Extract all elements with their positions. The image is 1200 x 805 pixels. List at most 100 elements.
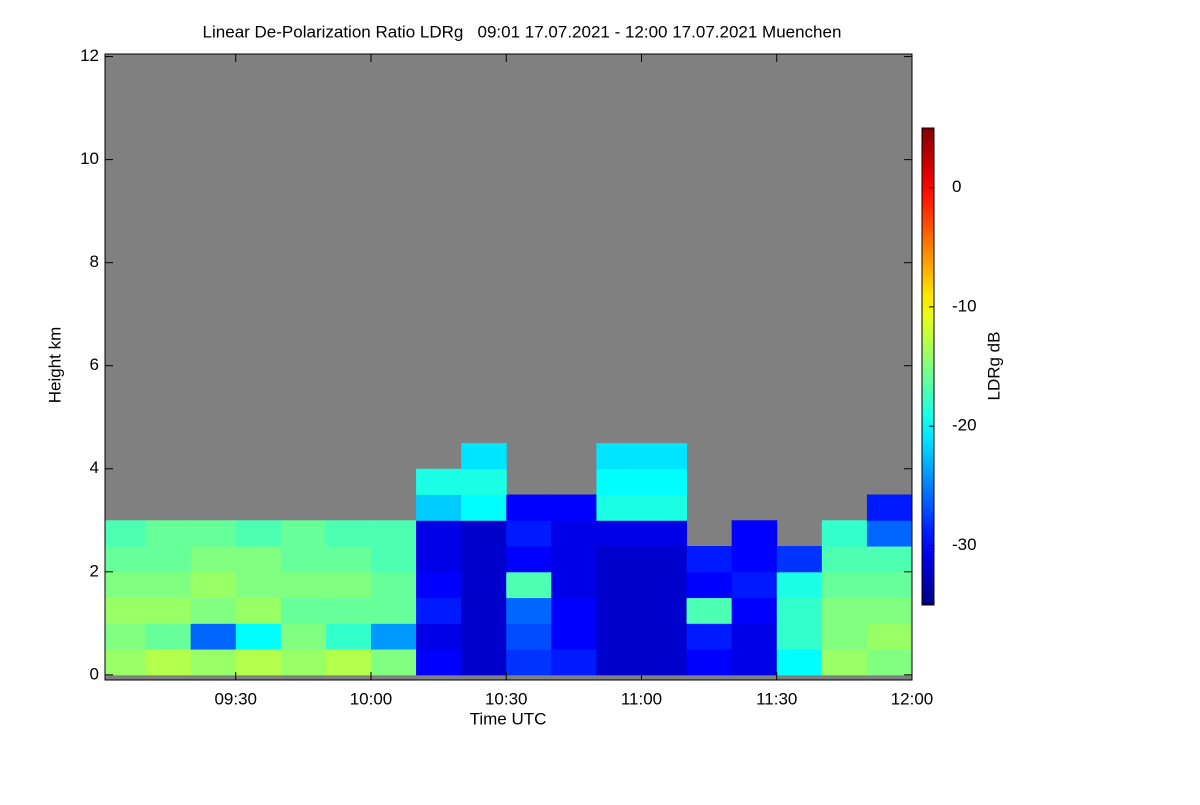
heatmap-cell [731,649,778,676]
heatmap-cell [776,623,823,650]
heatmap-cell [731,597,778,624]
heatmap-cell [596,494,642,521]
heatmap-cell [866,546,913,573]
heatmap-cell [235,571,282,599]
heatmap-cell [370,546,417,573]
heatmap-cell [280,571,327,599]
heatmap-cell [370,623,417,650]
x-tick-label: 09:30 [214,689,257,708]
heatmap-cell [551,520,597,547]
x-tick-label: 12:00 [891,689,934,708]
heatmap-cell [506,649,552,676]
y-tick-label: 10 [80,149,99,168]
heatmap-cell [280,520,327,547]
heatmap-cell [280,649,327,676]
heatmap-cell [596,623,642,650]
heatmap-cell [641,494,688,521]
chart-title: Linear De-Polarization Ratio LDRg 09:01 … [203,22,842,41]
heatmap-cell [506,597,552,624]
heatmap-cell [731,571,778,599]
heatmap-cell [235,597,282,624]
heatmap-cell [821,597,868,624]
y-tick-label: 8 [90,252,99,271]
heatmap-cell [235,520,282,547]
heatmap-cell [461,649,507,676]
heatmap-cell [866,520,913,547]
heatmap-cell [596,597,642,624]
heatmap-cell [325,571,372,599]
heatmap-cell [821,546,868,573]
heatmap-cell [105,546,147,573]
heatmap-cell [105,649,147,676]
heatmap-cell [190,520,237,547]
heatmap-cell [461,623,507,650]
heatmap-cell [776,546,823,573]
colorbar [921,127,935,606]
heatmap-cell [461,468,507,496]
heatmap-cell [866,494,913,521]
heatmap-cell [461,442,507,470]
heatmap-cell [370,649,417,676]
heatmap-cell [731,546,778,573]
heatmap-cell [776,597,823,624]
heatmap-cell [145,623,192,650]
heatmap-cell [145,649,192,676]
heatmap-cell [641,571,688,599]
heatmap-cell [105,597,147,624]
heatmap-cell [416,520,462,547]
heatmap-cell [821,649,868,676]
heatmap-cell [370,571,417,599]
heatmap-cell [105,520,147,547]
heatmap-cell [821,520,868,547]
heatmap-cell [686,571,733,599]
heatmap-cell [551,649,597,676]
colorbar-tick-label: -30 [952,535,977,554]
heatmap-cell [551,623,597,650]
heatmap-cell [641,520,688,547]
heatmap-cell [416,571,462,599]
heatmap-cell [461,546,507,573]
heatmap-cell [325,623,372,650]
heatmap-cell [641,623,688,650]
x-axis-label: Time UTC [470,709,547,728]
heatmap-cell [596,442,642,470]
heatmap-cell [821,623,868,650]
heatmap-cell [506,546,552,573]
heatmap-cell [506,494,552,521]
heatmap-cell [551,571,597,599]
heatmap-cell [370,520,417,547]
heatmap-cell [235,623,282,650]
heatmap-cell [416,623,462,650]
heatmap-cell [325,597,372,624]
heatmap-cell [776,649,823,676]
heatmap-cell [776,571,823,599]
heatmap-cell [731,520,778,547]
heatmap-cell [731,623,778,650]
heatmap-cell [416,597,462,624]
colorbar-label: LDRg dB [984,332,1003,401]
heatmap-cell [190,597,237,624]
heatmap-cell [596,571,642,599]
heatmap-cell [416,494,462,521]
heatmap-cell [280,597,327,624]
heatmap-cell [461,571,507,599]
y-tick-label: 2 [90,561,99,580]
heatmap-cell [325,520,372,547]
heatmap-cell [506,571,552,599]
heatmap-cell [551,546,597,573]
heatmap-cell [145,520,192,547]
heatmap-cell [551,494,597,521]
heatmap-cell [461,494,507,521]
heatmap-cell [866,649,913,676]
heatmap-cell [866,623,913,650]
heatmap-cell [686,546,733,573]
heatmap-cell [641,468,688,496]
heatmap-cell [506,520,552,547]
colorbar-tick-label: 0 [952,177,961,196]
heatmap-cell [866,571,913,599]
y-tick-label: 12 [80,46,99,65]
heatmap-cell [190,649,237,676]
heatmap-cell [596,546,642,573]
colorbar-tick-label: -10 [952,296,977,315]
